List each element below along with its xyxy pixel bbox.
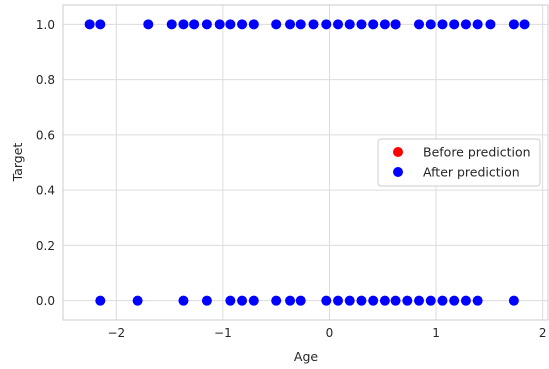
x-axis-title: Age: [294, 349, 318, 364]
data-point-after-prediction: [321, 19, 332, 30]
data-point-after-prediction: [390, 19, 401, 30]
data-point-after-prediction: [508, 295, 519, 306]
data-point-after-prediction: [178, 19, 189, 30]
data-point-after-prediction: [402, 295, 413, 306]
legend-marker-after-prediction: [393, 167, 403, 177]
legend-box: [377, 138, 541, 187]
y-tick-label: 1.0: [36, 18, 55, 32]
data-point-after-prediction: [449, 19, 460, 30]
data-point-after-prediction: [333, 295, 344, 306]
data-point-after-prediction: [248, 19, 259, 30]
data-point-after-prediction: [460, 19, 471, 30]
data-point-after-prediction: [132, 295, 143, 306]
data-point-after-prediction: [472, 19, 483, 30]
data-point-after-prediction: [285, 19, 296, 30]
data-point-after-prediction: [425, 19, 436, 30]
data-point-after-prediction: [356, 295, 367, 306]
data-point-after-prediction: [485, 19, 496, 30]
data-point-after-prediction: [295, 295, 306, 306]
data-point-after-prediction: [248, 295, 259, 306]
data-point-after-prediction: [225, 19, 236, 30]
y-axis-title: Target: [10, 143, 25, 183]
data-point-after-prediction: [271, 295, 282, 306]
data-point-after-prediction: [95, 19, 106, 30]
data-point-after-prediction: [437, 295, 448, 306]
y-tick-label: 0.0: [36, 294, 55, 308]
data-point-after-prediction: [368, 295, 379, 306]
data-point-after-prediction: [166, 19, 177, 30]
data-point-after-prediction: [225, 295, 236, 306]
data-point-after-prediction: [460, 295, 471, 306]
data-point-after-prediction: [237, 19, 248, 30]
x-tick-labels: −2 −1 0 1 2: [107, 326, 546, 340]
data-point-after-prediction: [344, 19, 355, 30]
data-point-after-prediction: [143, 19, 154, 30]
data-point-after-prediction: [178, 295, 189, 306]
legend-label-before-prediction: Before prediction: [423, 145, 531, 160]
data-point-after-prediction: [295, 19, 306, 30]
legend: Before prediction After prediction: [377, 138, 541, 187]
legend-marker-before-prediction: [393, 147, 403, 157]
data-point-after-prediction: [95, 295, 106, 306]
y-tick-labels: 0.0 0.2 0.4 0.6 0.8 1.0: [36, 18, 55, 308]
x-tick-label: 2: [539, 326, 547, 340]
data-point-after-prediction: [425, 295, 436, 306]
x-tick-label: 1: [432, 326, 440, 340]
data-point-after-prediction: [344, 295, 355, 306]
data-point-after-prediction: [414, 295, 425, 306]
data-point-after-prediction: [214, 19, 225, 30]
data-point-after-prediction: [189, 19, 200, 30]
data-point-after-prediction: [201, 19, 212, 30]
data-point-after-prediction: [472, 295, 483, 306]
data-point-after-prediction: [333, 19, 344, 30]
data-point-after-prediction: [508, 19, 519, 30]
data-point-after-prediction: [414, 19, 425, 30]
data-point-after-prediction: [201, 295, 212, 306]
y-tick-label: 0.2: [36, 239, 55, 253]
data-point-after-prediction: [379, 19, 390, 30]
data-point-after-prediction: [519, 19, 530, 30]
data-point-after-prediction: [271, 19, 282, 30]
data-point-after-prediction: [437, 19, 448, 30]
data-point-after-prediction: [308, 19, 319, 30]
data-point-after-prediction: [285, 295, 296, 306]
data-point-after-prediction: [449, 295, 460, 306]
data-point-after-prediction: [84, 19, 95, 30]
y-tick-label: 0.8: [36, 73, 55, 87]
data-point-after-prediction: [379, 295, 390, 306]
x-tick-label: 0: [326, 326, 334, 340]
plot-frame: [62, 4, 549, 321]
legend-label-after-prediction: After prediction: [423, 165, 520, 180]
data-point-after-prediction: [237, 295, 248, 306]
y-tick-label: 0.6: [36, 128, 55, 142]
data-point-after-prediction: [356, 19, 367, 30]
x-tick-label: −2: [107, 326, 125, 340]
data-point-after-prediction: [390, 295, 401, 306]
data-points: [84, 19, 530, 306]
data-point-after-prediction: [368, 19, 379, 30]
y-tick-label: 0.4: [36, 184, 55, 198]
x-tick-label: −1: [214, 326, 232, 340]
data-point-after-prediction: [321, 295, 332, 306]
